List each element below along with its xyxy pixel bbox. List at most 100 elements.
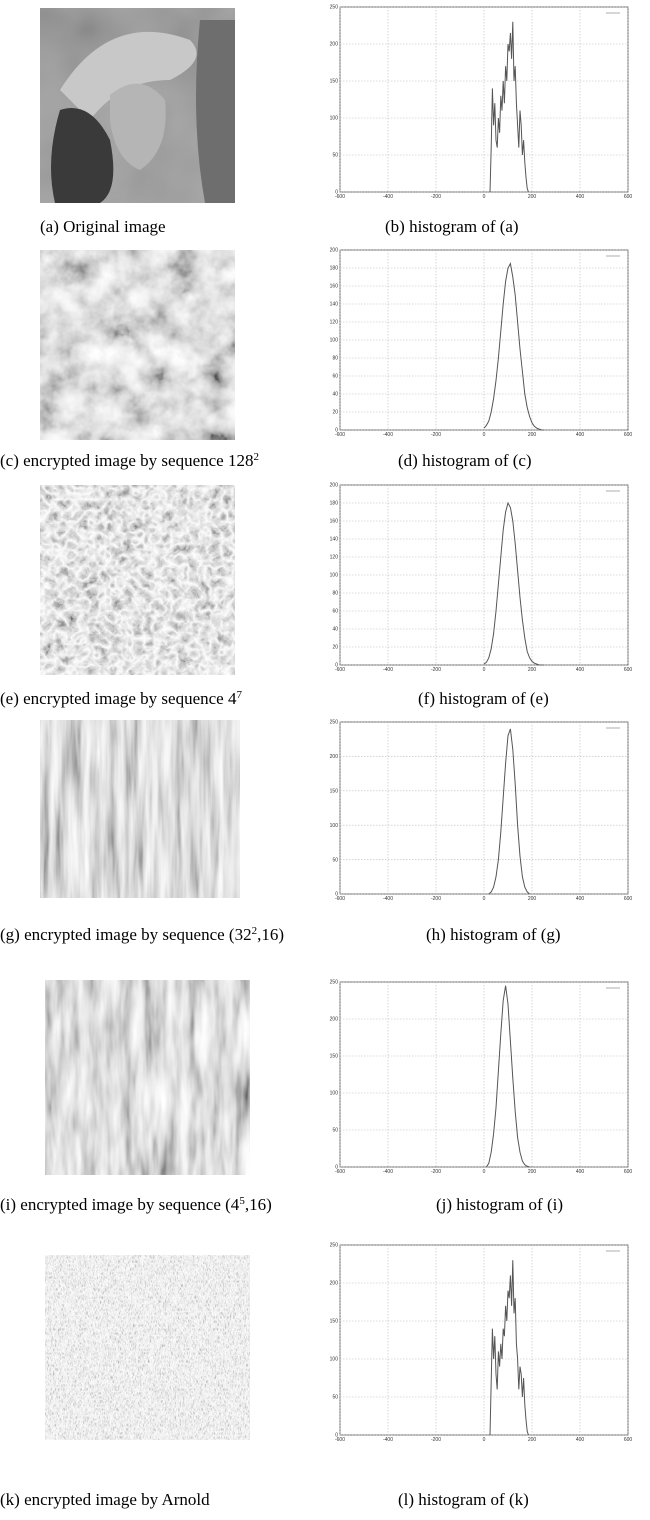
y-tick-label: 160 [330, 284, 339, 290]
y-tick-label: 250 [330, 5, 339, 11]
x-tick-label: -400 [383, 1437, 393, 1443]
y-tick-label: 140 [330, 302, 339, 308]
encrypted-image [45, 980, 250, 1175]
x-tick-label: 400 [576, 194, 585, 200]
x-tick-label: -600 [335, 896, 345, 902]
y-tick-label: 100 [330, 1091, 339, 1097]
x-tick-label: 600 [624, 1169, 633, 1175]
histogram-chart: 0 50 100 150 200 250 -600 -400 -200 0 200 400 600 [330, 720, 633, 902]
y-tick-label: 250 [330, 720, 339, 726]
y-tick-label: 250 [330, 980, 339, 986]
caption-text: (g) encrypted image by sequence (32 [0, 925, 252, 944]
histogram-line [483, 261, 544, 431]
histogram-chart: 0 50 100 150 200 250 -600 -400 -200 0 200 400 600 [330, 980, 633, 1175]
y-tick-label: 100 [330, 823, 339, 829]
histogram-line [489, 1260, 529, 1436]
x-tick-label: 400 [576, 896, 585, 902]
y-tick-label: 200 [330, 754, 339, 760]
x-tick-label: 200 [528, 896, 537, 902]
x-tick-label: -400 [383, 667, 393, 673]
y-tick-label: 200 [330, 1281, 339, 1287]
x-tick-label: 400 [576, 1169, 585, 1175]
y-tick-label: 0 [335, 428, 338, 434]
y-tick-label: 150 [330, 1054, 339, 1060]
x-tick-label: 200 [528, 1169, 537, 1175]
plot-area [339, 721, 629, 895]
x-tick-label: 600 [624, 667, 633, 673]
superscript: 2 [252, 925, 258, 937]
x-tick-label: 200 [528, 194, 537, 200]
caption-text: (a) Original image [40, 217, 166, 236]
y-tick-label: 0 [335, 190, 338, 196]
y-tick-label: 50 [332, 1395, 338, 1401]
y-tick-label: 20 [332, 410, 338, 416]
x-tick-label: -200 [431, 667, 441, 673]
y-tick-label: 80 [332, 356, 338, 362]
encrypted-image [45, 1255, 250, 1440]
y-tick-label: 50 [332, 1128, 338, 1134]
x-tick-label: 200 [528, 667, 537, 673]
y-tick-label: 200 [330, 42, 339, 48]
x-tick-label: 0 [483, 667, 486, 673]
x-tick-label: -400 [383, 896, 393, 902]
histogram-line [485, 985, 530, 1168]
y-tick-label: 0 [335, 1433, 338, 1439]
x-tick-label: 200 [528, 1437, 537, 1443]
encrypted-image [40, 485, 235, 675]
image-caption: (g) encrypted image by sequence (322,16) [0, 925, 284, 944]
x-tick-label: -600 [335, 432, 345, 438]
chart-caption: (f) histogram of (e) [418, 689, 549, 708]
x-tick-label: 0 [483, 1437, 486, 1443]
x-tick-label: 600 [624, 896, 633, 902]
chart-caption: (b) histogram of (a) [385, 217, 519, 236]
image-caption: (i) encrypted image by sequence (45,16) [0, 1195, 272, 1214]
y-tick-label: 0 [335, 663, 338, 669]
caption-text: (k) encrypted image by Arnold [0, 1490, 210, 1509]
y-tick-label: 150 [330, 789, 339, 795]
x-tick-label: -400 [383, 432, 393, 438]
chart-caption: (l) histogram of (k) [398, 1490, 529, 1509]
histogram-line [483, 501, 544, 666]
x-tick-label: -200 [431, 1169, 441, 1175]
y-tick-label: 50 [332, 857, 338, 863]
y-tick-label: 140 [330, 537, 339, 543]
x-tick-label: 600 [624, 432, 633, 438]
y-tick-label: 0 [335, 892, 338, 898]
x-tick-label: -600 [335, 667, 345, 673]
x-tick-label: -200 [431, 896, 441, 902]
y-tick-label: 120 [330, 320, 339, 326]
histogram-chart: 0 50 100 150 200 250 -600 -400 -200 0 200 400 600 [330, 1243, 633, 1443]
x-tick-label: 0 [483, 432, 486, 438]
chart-caption: (d) histogram of (c) [398, 451, 532, 470]
y-tick-label: 150 [330, 1319, 339, 1325]
caption-text: (c) encrypted image by sequence 128 [0, 451, 253, 470]
y-tick-label: 200 [330, 483, 339, 489]
y-tick-label: 200 [330, 1017, 339, 1023]
superscript: 7 [236, 689, 242, 701]
histogram-line [489, 21, 529, 193]
image-caption: (a) Original image [40, 217, 166, 236]
y-tick-label: 120 [330, 555, 339, 561]
histogram-line [488, 728, 530, 895]
caption-text: ,16) [245, 1195, 272, 1214]
x-tick-label: 0 [483, 1169, 486, 1175]
y-tick-label: 100 [330, 1357, 339, 1363]
encrypted-image [40, 720, 240, 898]
histogram-chart: 0 20 40 60 80 100 120 140 160 180 200 -600 -400 -200 0… [330, 483, 633, 673]
original-image [40, 8, 235, 203]
x-tick-label: -600 [335, 1437, 345, 1443]
superscript: 2 [253, 451, 259, 463]
y-tick-label: 180 [330, 266, 339, 272]
y-tick-label: 40 [332, 392, 338, 398]
x-tick-label: 0 [483, 896, 486, 902]
caption-text: (i) encrypted image by sequence (4 [0, 1195, 240, 1214]
x-tick-label: -400 [383, 194, 393, 200]
histogram-chart: 0 50 100 150 200 250 -600 -400 -200 0 200 400 600 [330, 5, 633, 200]
x-tick-label: 400 [576, 667, 585, 673]
chart-caption: (j) histogram of (i) [436, 1195, 563, 1214]
image-caption: (k) encrypted image by Arnold [0, 1490, 210, 1509]
y-tick-label: 250 [330, 1243, 339, 1249]
x-tick-label: -200 [431, 1437, 441, 1443]
